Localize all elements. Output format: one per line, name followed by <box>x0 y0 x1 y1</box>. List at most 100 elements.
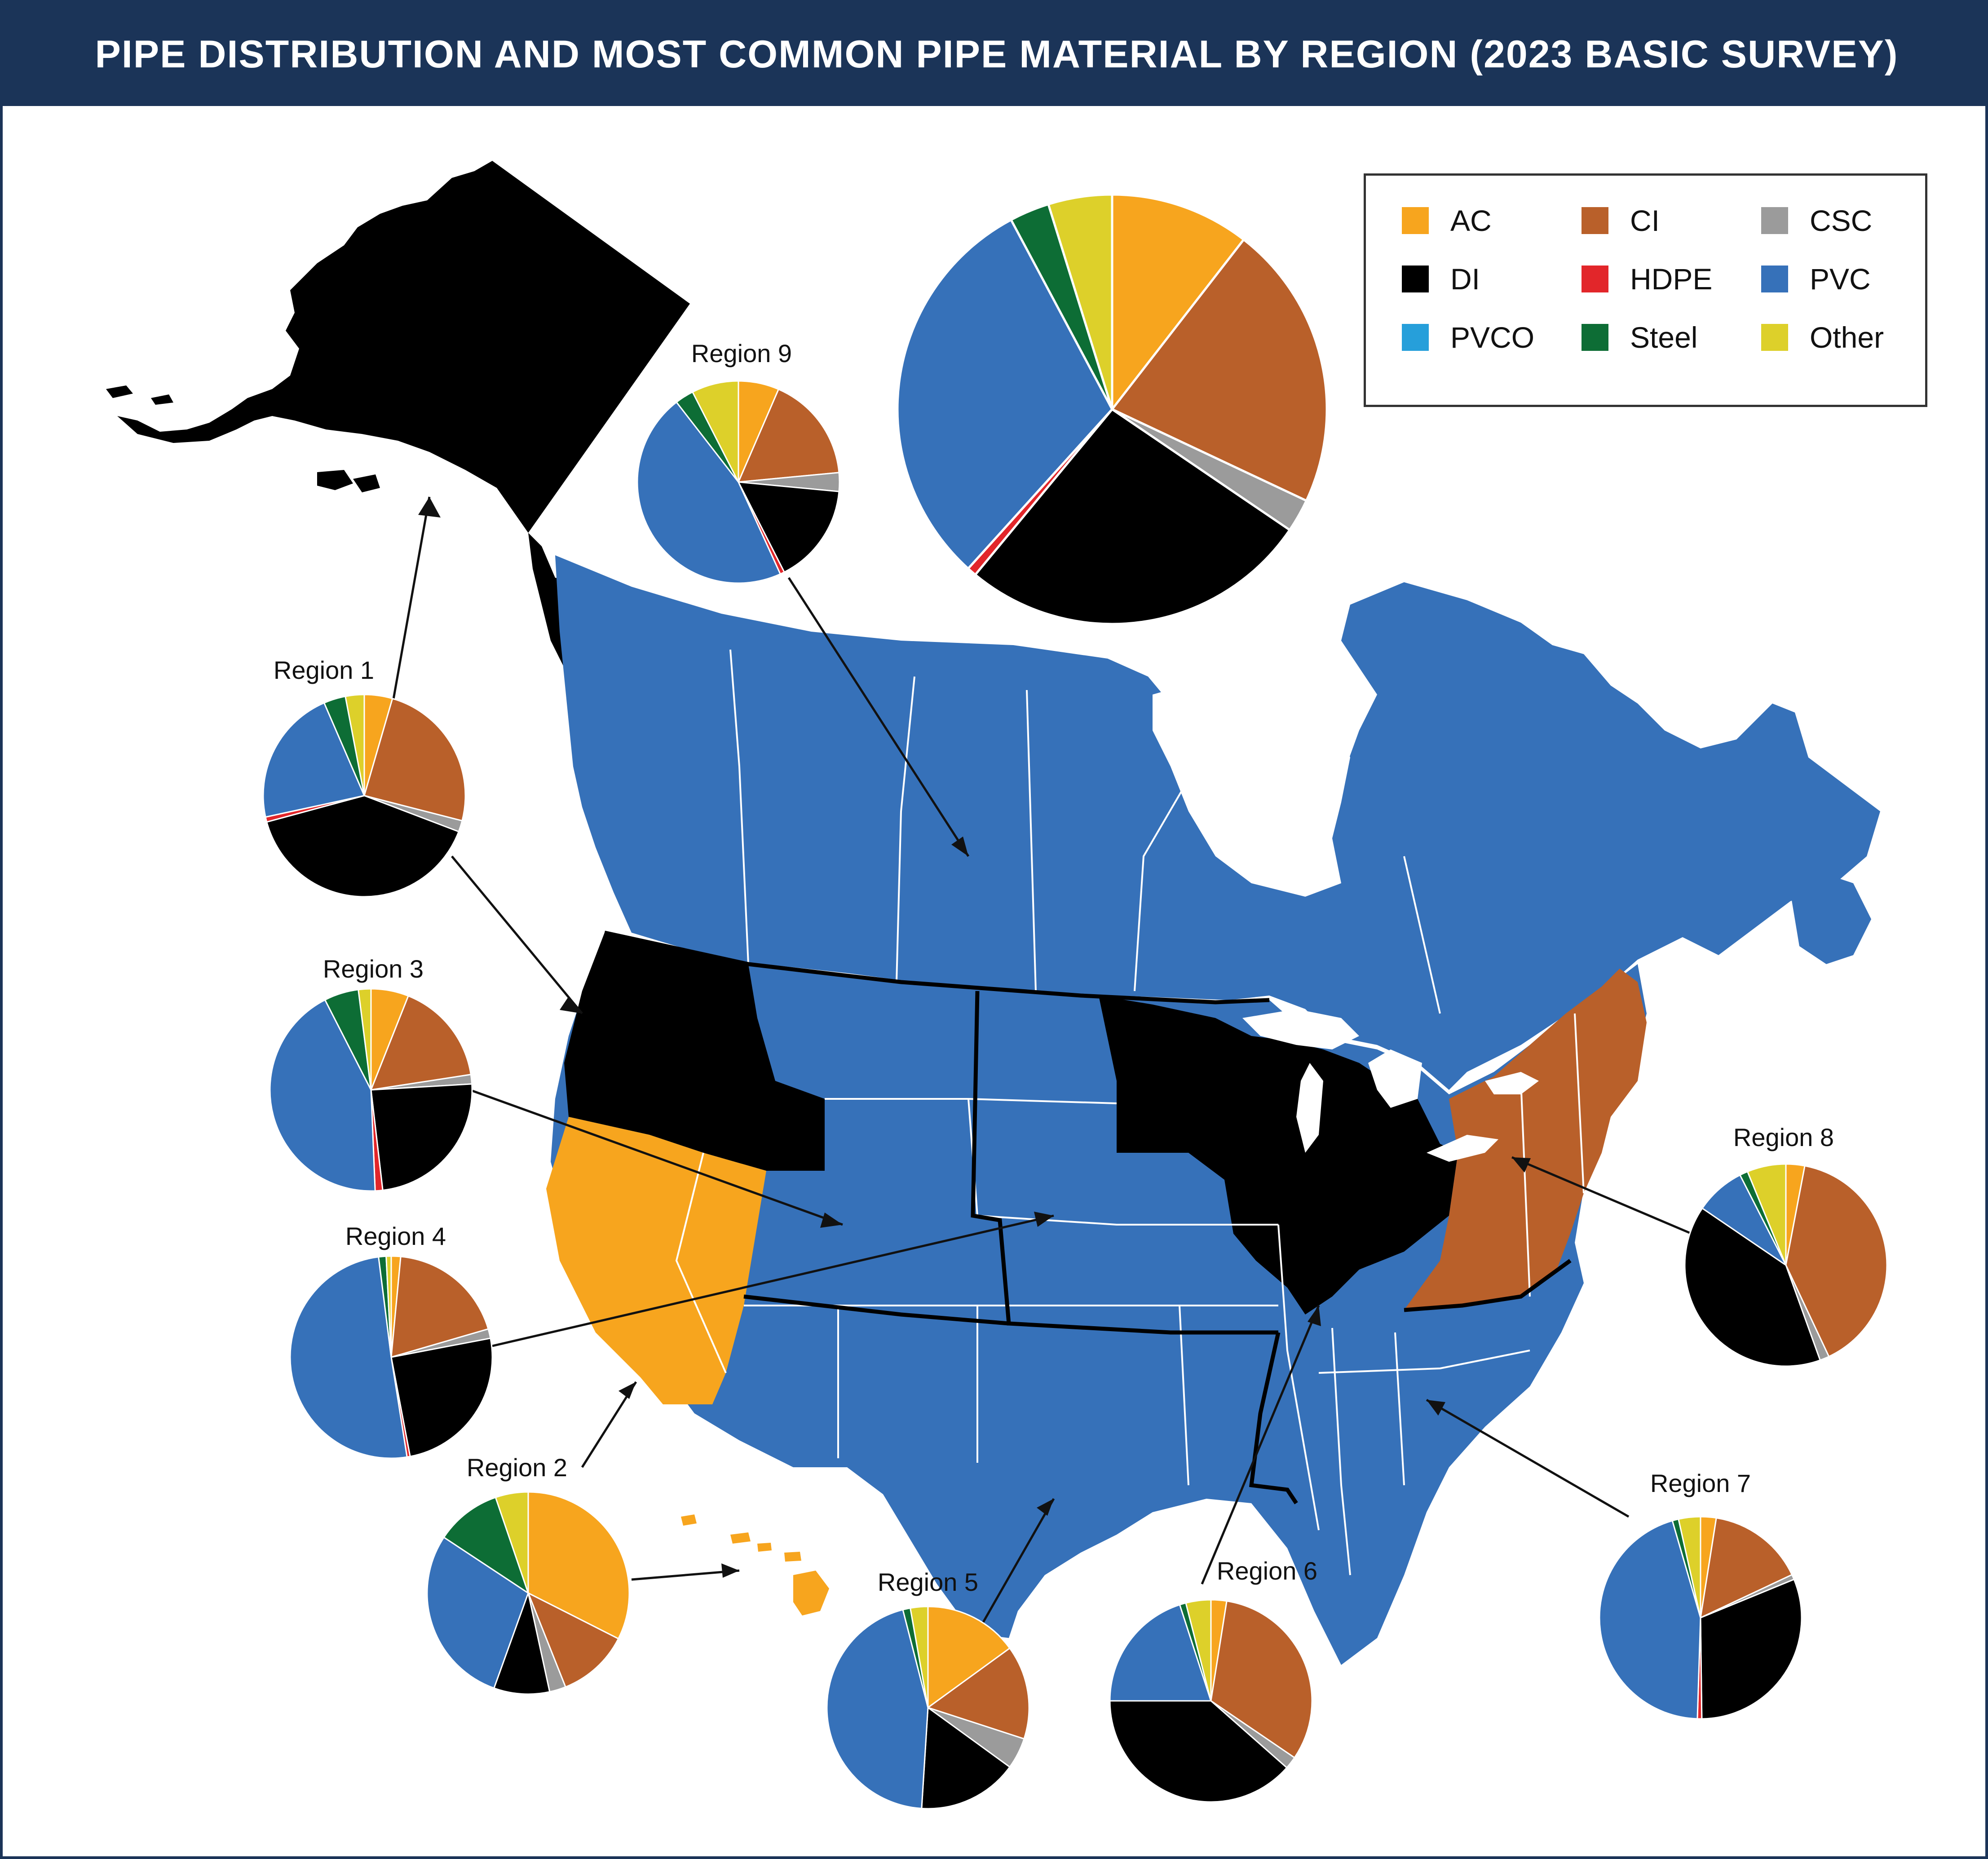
black-swatch <box>1402 266 1429 292</box>
pie-slice-di <box>1109 1700 1288 1803</box>
pie-slice-pvc <box>636 401 782 584</box>
pie-slice-di <box>973 407 1291 625</box>
pie-slice-di <box>1684 1207 1821 1367</box>
region-label: Region 1 <box>274 656 374 684</box>
pie-region-5 <box>826 1606 1030 1810</box>
region-label: Region 9 <box>691 339 792 367</box>
pie-slice-pvc <box>826 1609 929 1810</box>
pie-region-3 <box>269 988 473 1192</box>
legend-item-pvco: PVCO <box>1402 319 1534 355</box>
green-swatch <box>1582 324 1608 351</box>
pie-region-4 <box>289 1255 493 1459</box>
pie-slice-ci <box>1785 1165 1888 1358</box>
legend-item-hdpe: HDPE <box>1582 261 1712 297</box>
pie-slice-other <box>495 1491 529 1593</box>
pie-charts: Region 1 Region 2 Region 3 Region 4 Region 5… <box>262 193 1888 1810</box>
pie-slice-ci <box>527 1591 619 1688</box>
pie-slice-ci <box>1110 238 1328 502</box>
pie-slice-other <box>345 694 365 796</box>
pie-slice-ci <box>1700 1517 1793 1619</box>
brown-swatch <box>1582 207 1608 234</box>
region8-area <box>1404 969 1647 1310</box>
pie-slice-di <box>390 1337 493 1457</box>
region-boundaries <box>604 930 1572 1505</box>
pie-slice-pvc <box>426 1536 529 1689</box>
pie-slice-pvc <box>262 702 366 818</box>
legend-label: Other <box>1810 321 1884 354</box>
pie-slice-ac <box>927 1606 1011 1709</box>
pie-slice-di <box>1700 1578 1802 1720</box>
page-title: PIPE DISTRIBUTION AND MOST COMMON PIPE M… <box>95 32 1899 76</box>
region-map: Region 1 Region 2 Region 3 Region 4 Region 5… <box>106 161 1888 1810</box>
region-label: Region 4 <box>345 1222 446 1250</box>
region1-area <box>564 933 825 1171</box>
pie-slice-other <box>691 380 739 482</box>
hudson-bay <box>1153 677 1350 897</box>
legend-item-ci: CI <box>1582 203 1660 239</box>
pie-slice-di <box>370 1083 473 1191</box>
legend-label: Steel <box>1630 321 1698 354</box>
legend-item-csc: CSC <box>1761 203 1872 239</box>
pie-slice-ac <box>527 1491 630 1640</box>
legend-item-other: Other <box>1761 319 1884 355</box>
pie-slice-di <box>921 1706 1011 1810</box>
newfoundland <box>1790 874 1871 964</box>
pie-slice-other <box>1678 1516 1701 1618</box>
pie-region-7 <box>1599 1516 1802 1720</box>
legend-label: CSC <box>1810 204 1873 237</box>
region3-area <box>1099 996 1458 1315</box>
pie-slice-steel <box>443 1496 530 1595</box>
pie-slice-pvc <box>289 1256 408 1459</box>
pie-slice-ci <box>363 698 466 822</box>
region2-area <box>546 1117 766 1404</box>
red-swatch <box>1582 266 1608 292</box>
pie-slice-ci <box>390 1256 489 1359</box>
legend-label: PVC <box>1810 262 1871 296</box>
pie-slice-pvc <box>896 218 1114 571</box>
pie-slice-other <box>1746 1163 1787 1266</box>
pie-slice-ci <box>1210 1600 1313 1759</box>
pie-slice-other <box>909 1606 929 1708</box>
pie-region-9 <box>636 380 840 584</box>
region-label: Region 8 <box>1733 1123 1834 1151</box>
legend-label: CI <box>1630 204 1660 237</box>
region-label: Region 7 <box>1650 1469 1751 1497</box>
pie-slice-ci <box>370 995 472 1091</box>
pie-slice-ci <box>737 388 840 483</box>
pie-slice-ac <box>1111 193 1246 413</box>
blue-swatch <box>1761 266 1788 292</box>
pie-slice-ci <box>926 1647 1030 1740</box>
pie-slice-pvc <box>1109 1604 1212 1702</box>
pie-region-1 <box>262 694 466 898</box>
pie-slice-pvc <box>1599 1520 1701 1720</box>
legend-label: PVCO <box>1450 321 1535 354</box>
legend-item-steel: Steel <box>1582 319 1697 355</box>
pie-slice-pvc <box>1701 1174 1787 1266</box>
pie-slice-di <box>737 481 840 573</box>
pie-slice-other <box>1047 193 1113 410</box>
legend: AC CI CSC DI HDPE PVC PVCO Steel Other <box>1364 173 1927 407</box>
legend-label: HDPE <box>1630 262 1713 296</box>
region-label: Region 3 <box>323 955 424 983</box>
region-label: Region 5 <box>878 1568 978 1596</box>
region-label: Region 2 <box>467 1453 567 1482</box>
yellow-swatch <box>1761 324 1788 351</box>
orange-swatch <box>1402 207 1429 234</box>
pie-slice-di <box>493 1590 551 1695</box>
leader-arrowheads <box>418 497 1531 1578</box>
legend-item-di: DI <box>1402 261 1480 297</box>
pie-slice-other <box>358 988 372 1090</box>
pie-slice-other <box>385 1255 392 1358</box>
legend-item-pvc: PVC <box>1761 261 1871 297</box>
gray-swatch <box>1761 207 1788 234</box>
pie-slice-di <box>265 795 460 898</box>
pie-region-6 <box>1109 1599 1313 1803</box>
pie-region-8 <box>1684 1163 1888 1367</box>
map-land <box>106 161 1880 1665</box>
legend-item-ac: AC <box>1402 203 1492 239</box>
pie-overall <box>896 193 1328 625</box>
legend-label: AC <box>1450 204 1492 237</box>
region-label: Region 6 <box>1217 1557 1317 1585</box>
leader-lines <box>392 496 1692 1625</box>
